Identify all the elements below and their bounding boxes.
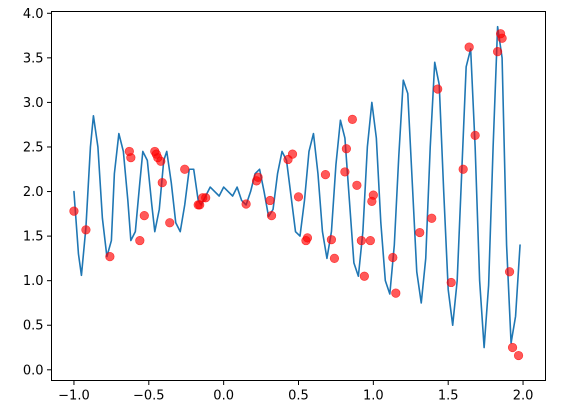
scatter-point: [180, 164, 190, 174]
scatter-point: [507, 342, 518, 353]
scatter-point: [368, 190, 378, 200]
x-tick-label: 2.0: [513, 389, 534, 404]
scatter-point: [157, 178, 167, 188]
scatter-point: [265, 195, 275, 206]
scatter-point: [458, 164, 468, 174]
scatter-point: [513, 350, 524, 361]
scatter-point: [287, 149, 298, 159]
x-tick-label: 1.5: [438, 389, 459, 404]
axes-frame: [51, 11, 546, 381]
scatter-point: [135, 235, 145, 246]
scatter-point: [352, 180, 362, 190]
scatter-point: [415, 227, 425, 238]
scatter-point: [241, 199, 251, 209]
y-tick-label: 3.0: [23, 96, 44, 111]
x-tick-label: −1.0: [58, 389, 90, 404]
scatter-point: [326, 235, 337, 245]
scatter-point: [81, 225, 91, 235]
scatter-point: [253, 172, 263, 182]
scatter-point: [266, 211, 277, 221]
scatter-point: [302, 233, 313, 243]
scatter-point: [69, 206, 79, 216]
scatter-point: [504, 267, 515, 277]
scatter-point: [201, 193, 211, 203]
y-axis-ticks: 0.0 0.5 1.0 1.5 2.0 2.5 3.0 3.5 4.0: [23, 7, 52, 378]
scatter-point: [356, 235, 366, 246]
x-tick-label: 0.5: [288, 389, 309, 404]
y-tick-label: 4.0: [23, 7, 44, 22]
scatter-point: [139, 211, 149, 221]
scatter-point: [427, 213, 437, 223]
scatter-point: [293, 192, 304, 202]
scatter-point: [165, 218, 175, 228]
scatter-point: [320, 170, 331, 180]
scatter-point: [464, 42, 474, 52]
scatter-point: [493, 47, 503, 57]
scatter-point: [329, 253, 340, 263]
scatter-point: [105, 252, 115, 262]
series-line: [73, 25, 521, 349]
x-axis-ticks: −1.0 −0.5 0.0 0.5 1.0 1.5 2.0: [58, 380, 534, 404]
y-tick-label: 1.0: [23, 274, 44, 289]
scatter-point: [446, 277, 456, 288]
scatter-point: [470, 130, 480, 140]
scatter-point: [347, 114, 357, 124]
x-tick-label: −0.5: [133, 389, 165, 404]
y-tick-label: 2.5: [23, 140, 44, 155]
scatter-point: [126, 153, 136, 163]
scatter-point: [388, 252, 398, 263]
y-tick-label: 3.5: [23, 51, 44, 66]
y-tick-label: 2.0: [23, 185, 44, 200]
x-tick-label: 1.0: [363, 389, 384, 404]
scatter-point: [341, 144, 352, 154]
scatter-point: [365, 235, 375, 246]
scatter-point: [340, 167, 350, 177]
scatter-point: [391, 288, 401, 298]
plot-area: [69, 25, 524, 361]
y-tick-label: 0.0: [23, 363, 44, 378]
y-tick-label: 1.5: [23, 230, 44, 245]
y-tick-label: 0.5: [23, 319, 44, 334]
scatter-point: [156, 156, 166, 166]
x-tick-label: 0.0: [213, 389, 234, 404]
scatter-point: [497, 33, 507, 43]
scatter-point: [359, 271, 369, 281]
scatter-point: [433, 84, 443, 94]
